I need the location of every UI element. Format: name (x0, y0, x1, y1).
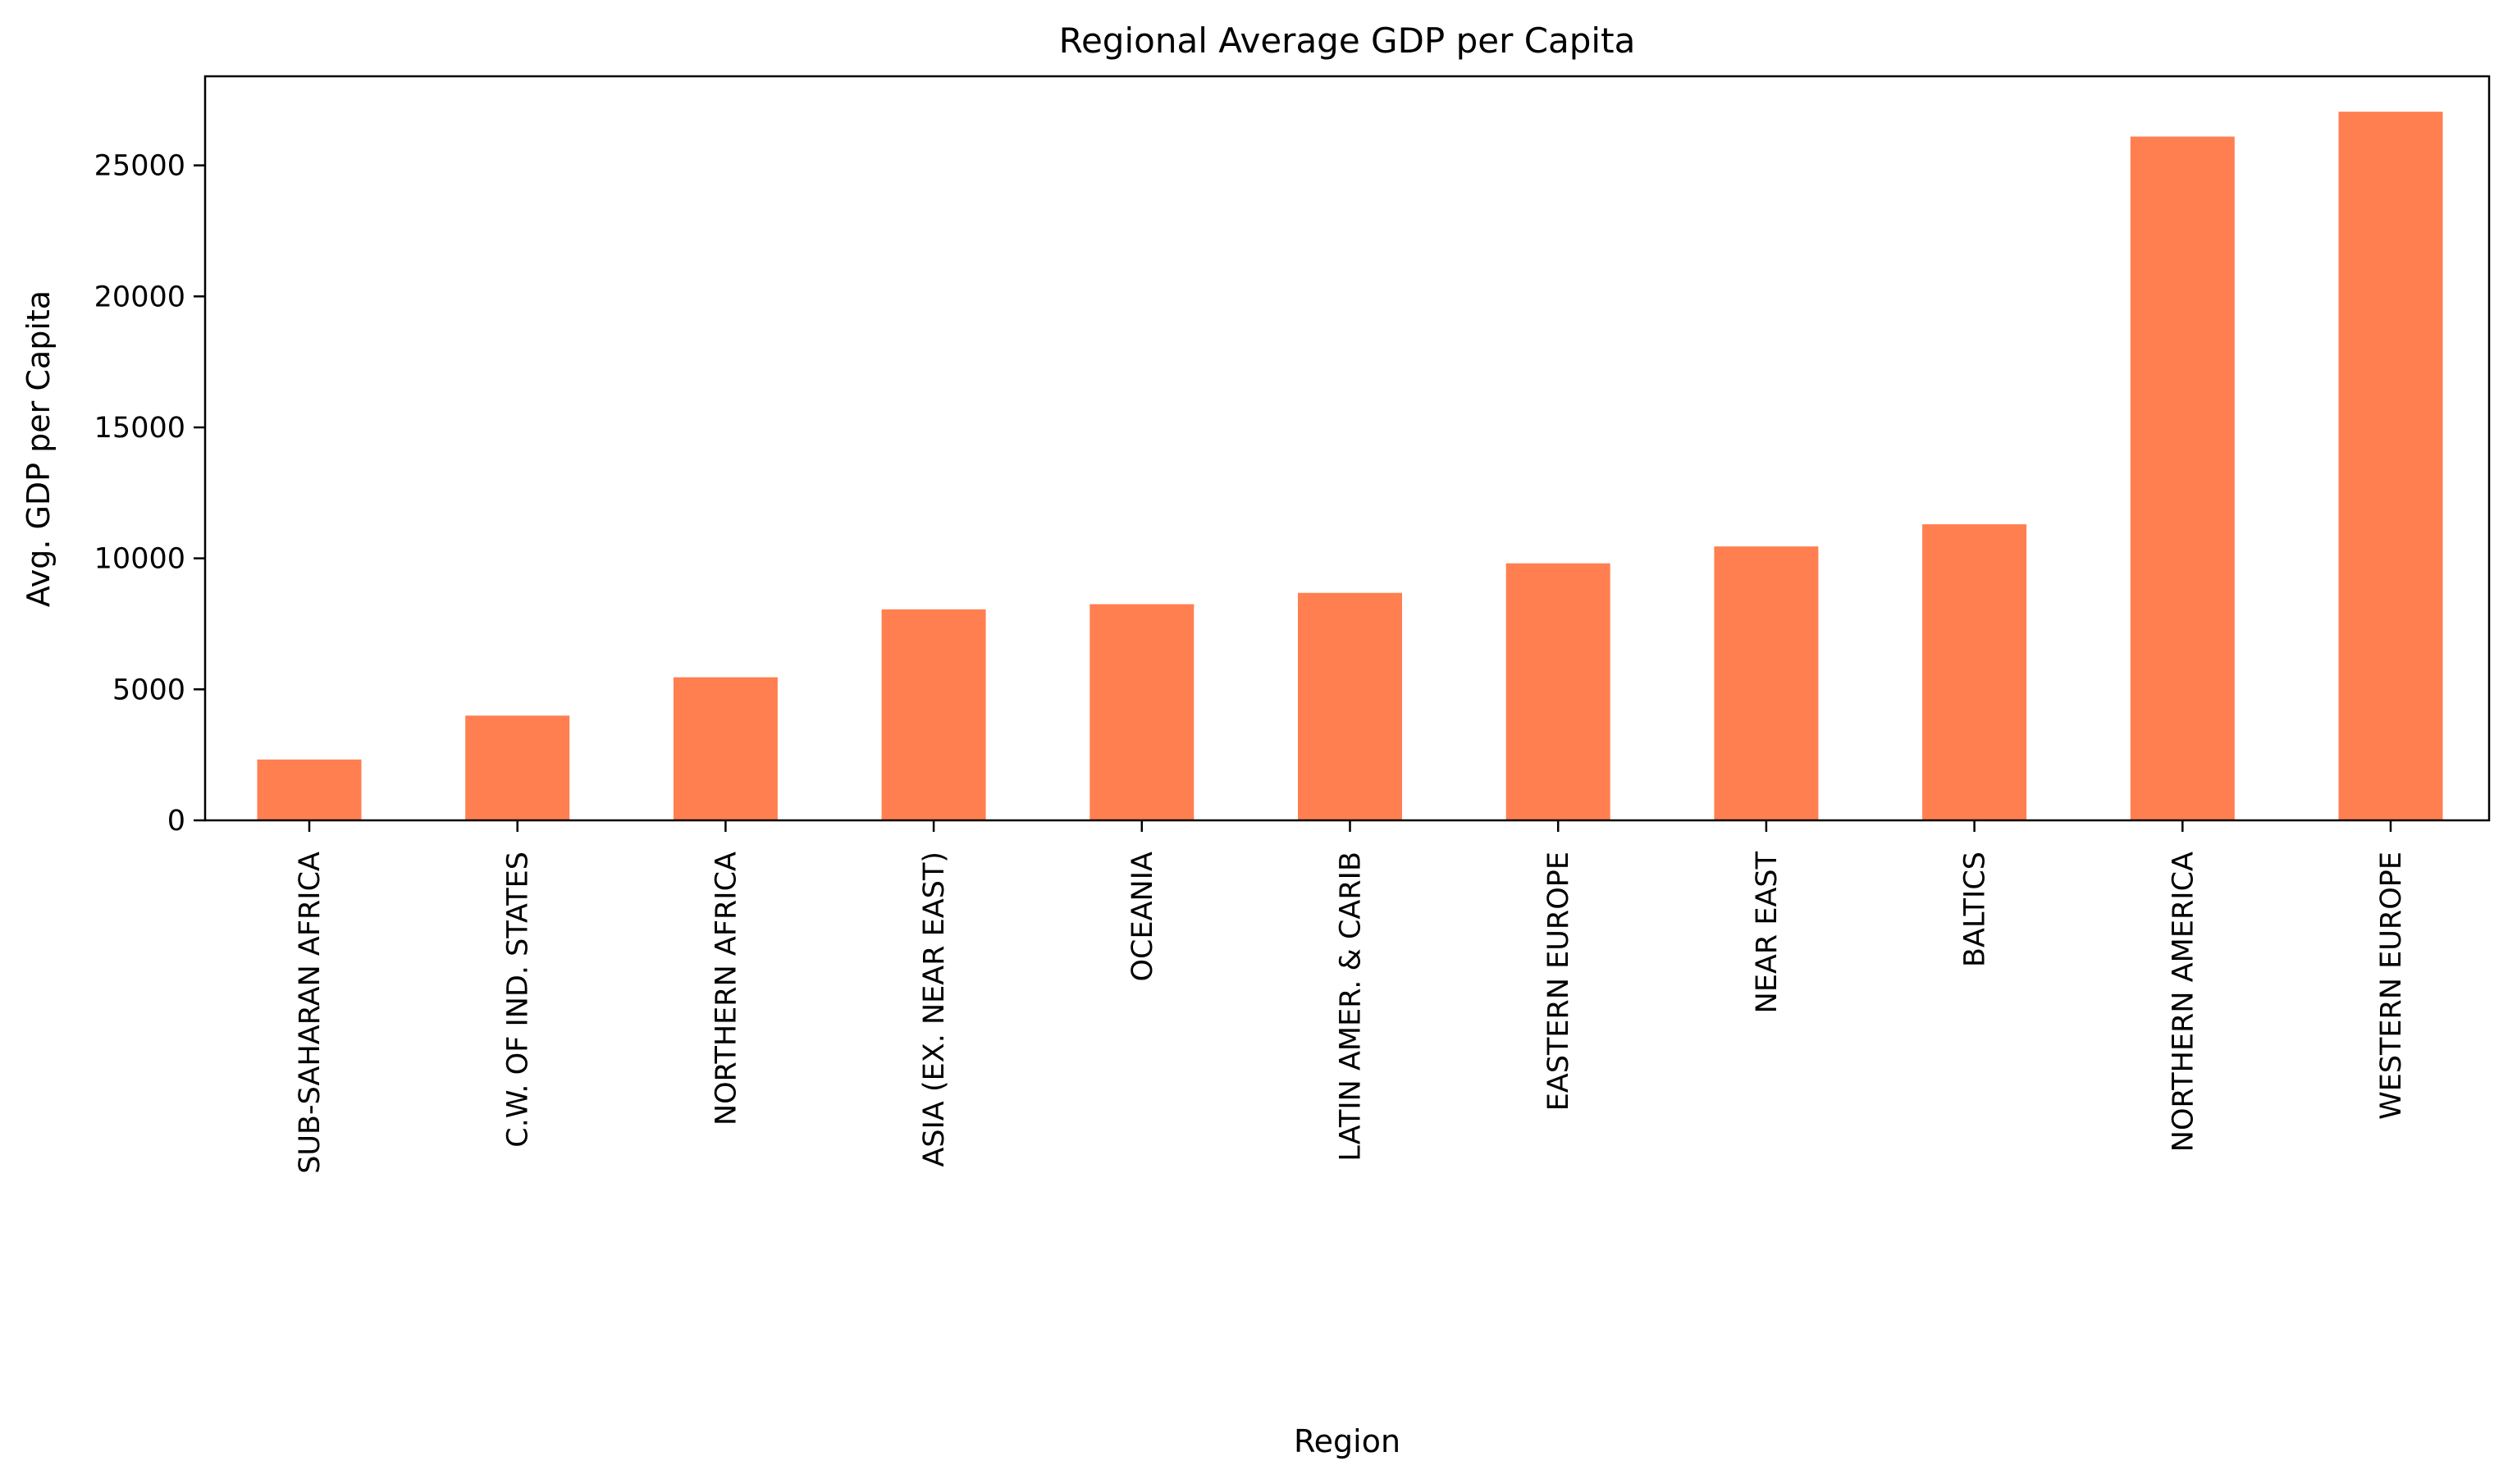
y-tick-label: 10000 (94, 543, 185, 576)
bar (257, 759, 362, 820)
bar (881, 609, 986, 820)
x-tick-label: BALTICS (1959, 852, 1992, 967)
bar (1714, 546, 1819, 820)
x-tick-label: C.W. OF IND. STATES (502, 852, 535, 1148)
bar (465, 715, 570, 820)
y-axis-label: Avg. GDP per Capita (21, 290, 57, 607)
chart-title: Regional Average GDP per Capita (1059, 21, 1636, 61)
x-tick-label: LATIN AMER. & CARIB (1335, 852, 1368, 1162)
bar (2338, 112, 2443, 820)
x-axis-label: Region (1294, 1423, 1400, 1459)
bar (1505, 563, 1610, 820)
bar (1298, 592, 1402, 820)
bar (2130, 136, 2235, 820)
y-tick-label: 0 (167, 805, 185, 838)
bar (673, 677, 778, 820)
y-tick-label: 25000 (94, 150, 185, 183)
y-tick-label: 15000 (94, 412, 185, 445)
x-tick-label: WESTERN EUROPE (2375, 852, 2408, 1120)
x-tick-label: NORTHERN AFRICA (710, 852, 742, 1126)
bar (1922, 524, 2027, 820)
bars-group (257, 112, 2443, 820)
x-tick-label: ASIA (EX. NEAR EAST) (918, 852, 951, 1167)
x-tick-label: NEAR EAST (1751, 851, 1784, 1013)
x-tick-label: EASTERN EUROPE (1542, 852, 1575, 1111)
plot-frame (203, 75, 2491, 822)
y-tick-label: 20000 (94, 281, 185, 313)
x-tick-label: NORTHERN AMERICA (2167, 852, 2200, 1152)
y-tick-label: 5000 (112, 674, 185, 706)
x-tick-label: SUB-SAHARAN AFRICA (294, 852, 327, 1174)
x-tick-label: OCEANIA (1126, 852, 1159, 982)
y-axis: 0 5000 10000 15000 20000 25000 (94, 150, 205, 838)
bar (1089, 604, 1195, 820)
x-axis: SUB-SAHARAN AFRICA C.W. OF IND. STATES NOR… (294, 820, 2408, 1174)
